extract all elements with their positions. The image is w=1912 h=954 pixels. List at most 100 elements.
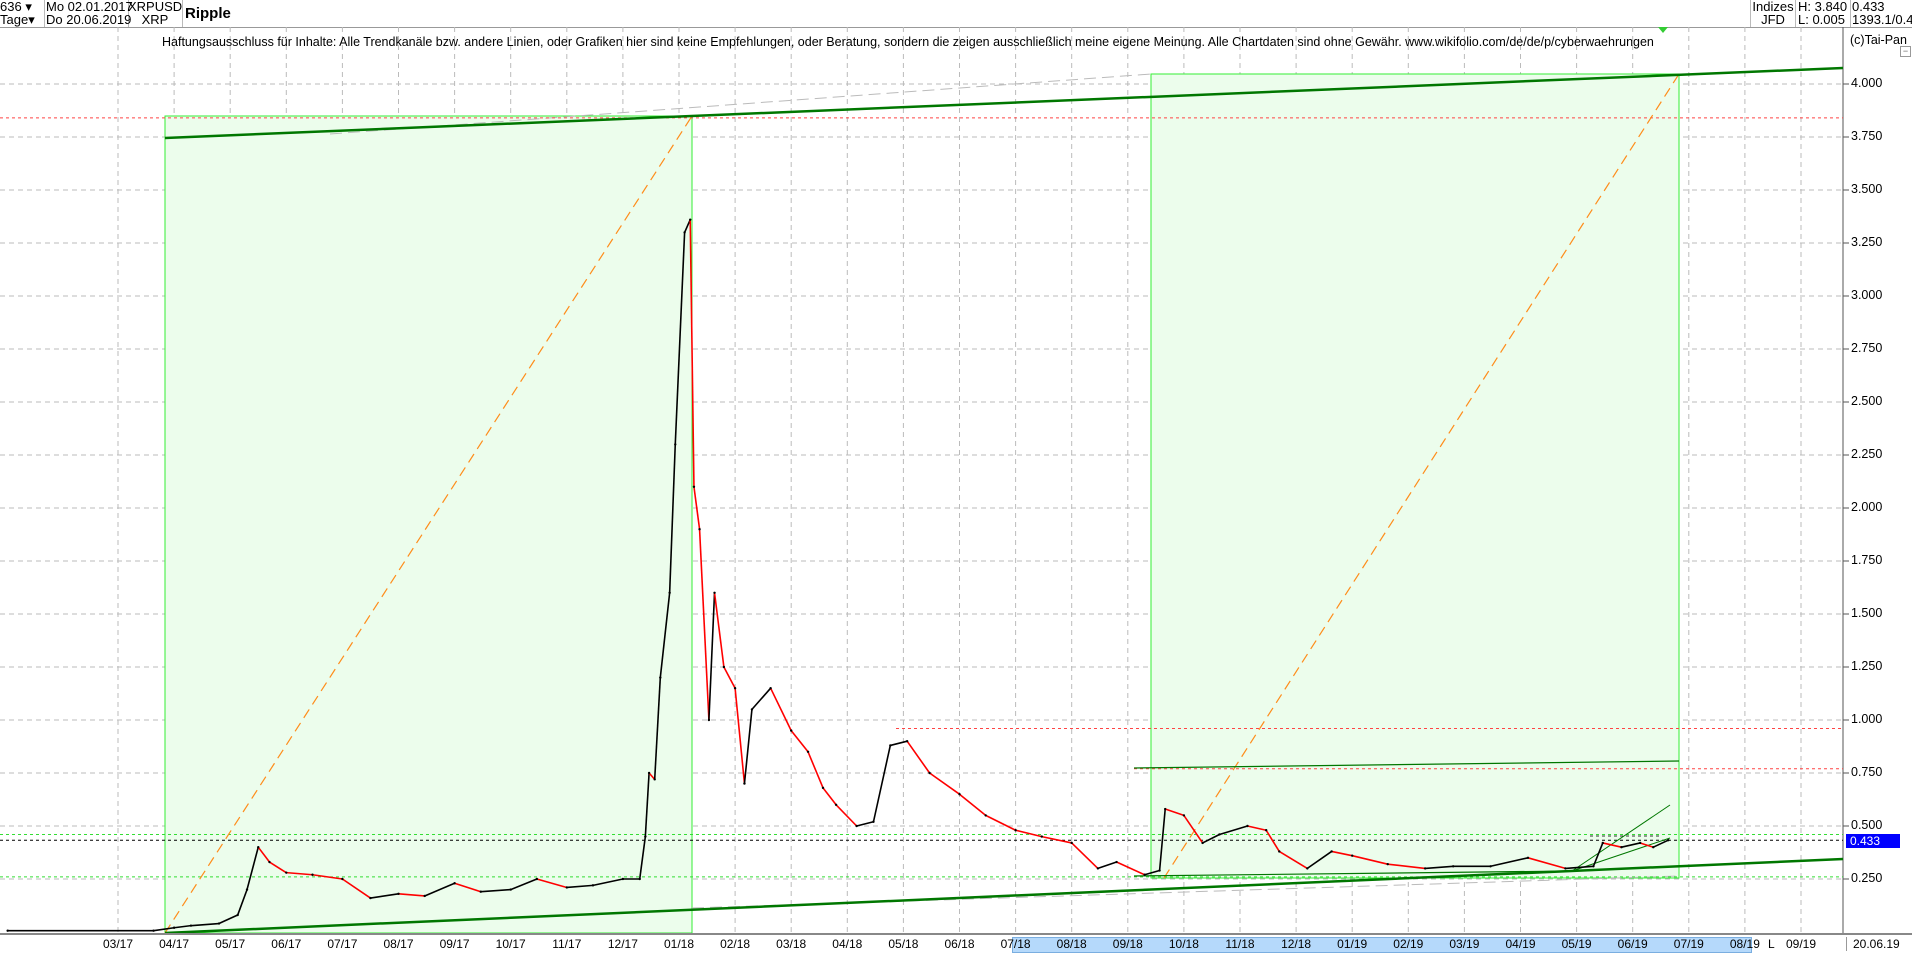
price-point (928, 771, 931, 775)
price-point (707, 718, 711, 722)
price-segment (668, 444, 677, 593)
price-point (1351, 854, 1354, 857)
price-segment (872, 745, 892, 822)
x-tick-label: 05/19 (1561, 937, 1592, 951)
price-segment (1097, 861, 1117, 870)
price-point (1386, 862, 1389, 866)
y-tick-label: 3.500 (1851, 182, 1883, 196)
price-point (653, 778, 656, 781)
price-segment (1144, 869, 1160, 876)
x-tick-label: 09/19 (1785, 937, 1817, 951)
price-segment (218, 914, 239, 925)
x-tick-label: 04/17 (159, 937, 190, 951)
price-point (713, 591, 716, 594)
x-tick-label: 12/17 (607, 937, 638, 951)
price-point (621, 877, 625, 881)
period-select[interactable]: Tage▾ (0, 13, 44, 26)
price-segment (286, 871, 313, 876)
date-range[interactable]: Mo 02.01.2017 Do 20.06.2019 (44, 0, 133, 27)
price-segment (835, 804, 858, 827)
price-segment (1202, 833, 1220, 844)
price-point (790, 729, 793, 732)
price-segment (1041, 835, 1072, 844)
x-tick-label: 03/19 (1449, 937, 1480, 951)
x-tick-label: 01/18 (663, 937, 695, 951)
bar-count-select[interactable]: 636 ▾ (0, 0, 44, 13)
chart-header: 636 ▾ Tage▾ Mo 02.01.2017 Do 20.06.2019 … (0, 0, 1912, 28)
price-segment (698, 529, 710, 721)
y-tick-label: 0.500 (1851, 818, 1883, 832)
price-point (659, 676, 662, 679)
price-segment (1652, 839, 1669, 848)
price-segment (674, 232, 686, 445)
copyright-text: (c)Tai-Pan (1850, 33, 1907, 47)
projection-diagonal (164, 115, 693, 933)
price-segment (769, 687, 792, 731)
price-segment (190, 922, 220, 927)
range-selectors: 636 ▾ Tage▾ (0, 0, 45, 27)
last-value: 0.433 (1852, 0, 1885, 14)
price-segment (1219, 825, 1248, 836)
price-point (369, 896, 372, 900)
price-point (698, 528, 701, 531)
marker-triangle-icon (1658, 27, 1668, 33)
y-tick-label: 1.750 (1851, 553, 1883, 567)
high-low-cell: H: 3.840 L: 0.005 (1796, 0, 1851, 27)
price-point (509, 888, 512, 891)
dropdown-arrow-icon: ▾ (25, 0, 32, 14)
symbol-short: XRP (141, 12, 169, 27)
price-segment (1306, 850, 1333, 870)
price-point (905, 740, 909, 743)
price-point (311, 873, 314, 876)
price-segment (1247, 825, 1267, 832)
price-segment (424, 882, 455, 897)
price-point (1014, 829, 1017, 832)
x-end-label: L (1768, 937, 1775, 951)
x-tick-label: 05/18 (888, 937, 919, 951)
x-tick-label: 02/18 (720, 937, 751, 951)
collapse-button[interactable]: − (1900, 46, 1911, 57)
price-segment (1602, 842, 1622, 848)
price-segment (790, 730, 809, 753)
price-point (647, 771, 651, 775)
x-tick-label: 07/19 (1673, 937, 1704, 951)
price-point (1115, 860, 1118, 864)
price-point (591, 884, 595, 887)
index-label: Indizes (1752, 0, 1794, 14)
price-segment (1158, 808, 1166, 871)
x-tick-label: 03/18 (776, 937, 807, 951)
bar-count-value: 636 (0, 0, 22, 14)
y-tick-label: 1.500 (1851, 606, 1883, 620)
price-point (1451, 865, 1455, 868)
price-point (6, 929, 9, 932)
x-tick-label: 06/19 (1617, 937, 1648, 951)
x-tick-label: 11/18 (1225, 937, 1255, 951)
price-segment (653, 677, 662, 780)
price-segment (536, 878, 568, 889)
price-segment (1490, 857, 1529, 868)
y-tick-label: 4.000 (1851, 76, 1883, 90)
wedge-line (1571, 804, 1671, 872)
x-axis: 03/17 04/17 05/17 06/17 07/17 08/17 09/17 10/17… (0, 933, 1912, 954)
channel-line (1133, 760, 1680, 769)
y-tick-label: 2.750 (1851, 341, 1883, 355)
price-segment (1352, 854, 1388, 865)
price-point (1040, 835, 1043, 838)
date-from[interactable]: Mo 02.01.2017 (46, 0, 133, 14)
price-chart[interactable] (0, 27, 1912, 933)
price-point (1070, 841, 1073, 845)
price-segment (958, 793, 987, 817)
chart-title: Ripple (185, 5, 231, 22)
price-point (1652, 846, 1655, 849)
price-point (268, 860, 271, 864)
price-point (1526, 856, 1530, 859)
price-segment (341, 878, 371, 899)
y-tick-label: 0.250 (1851, 871, 1883, 885)
date-to[interactable]: Do 20.06.2019 (46, 12, 132, 27)
high-value: H: 3.840 (1798, 0, 1848, 14)
y-tick-label: 3.750 (1851, 129, 1883, 143)
price-point (1246, 824, 1249, 828)
price-segment (269, 861, 287, 874)
price-point (1143, 873, 1146, 876)
price-segment (856, 820, 874, 827)
